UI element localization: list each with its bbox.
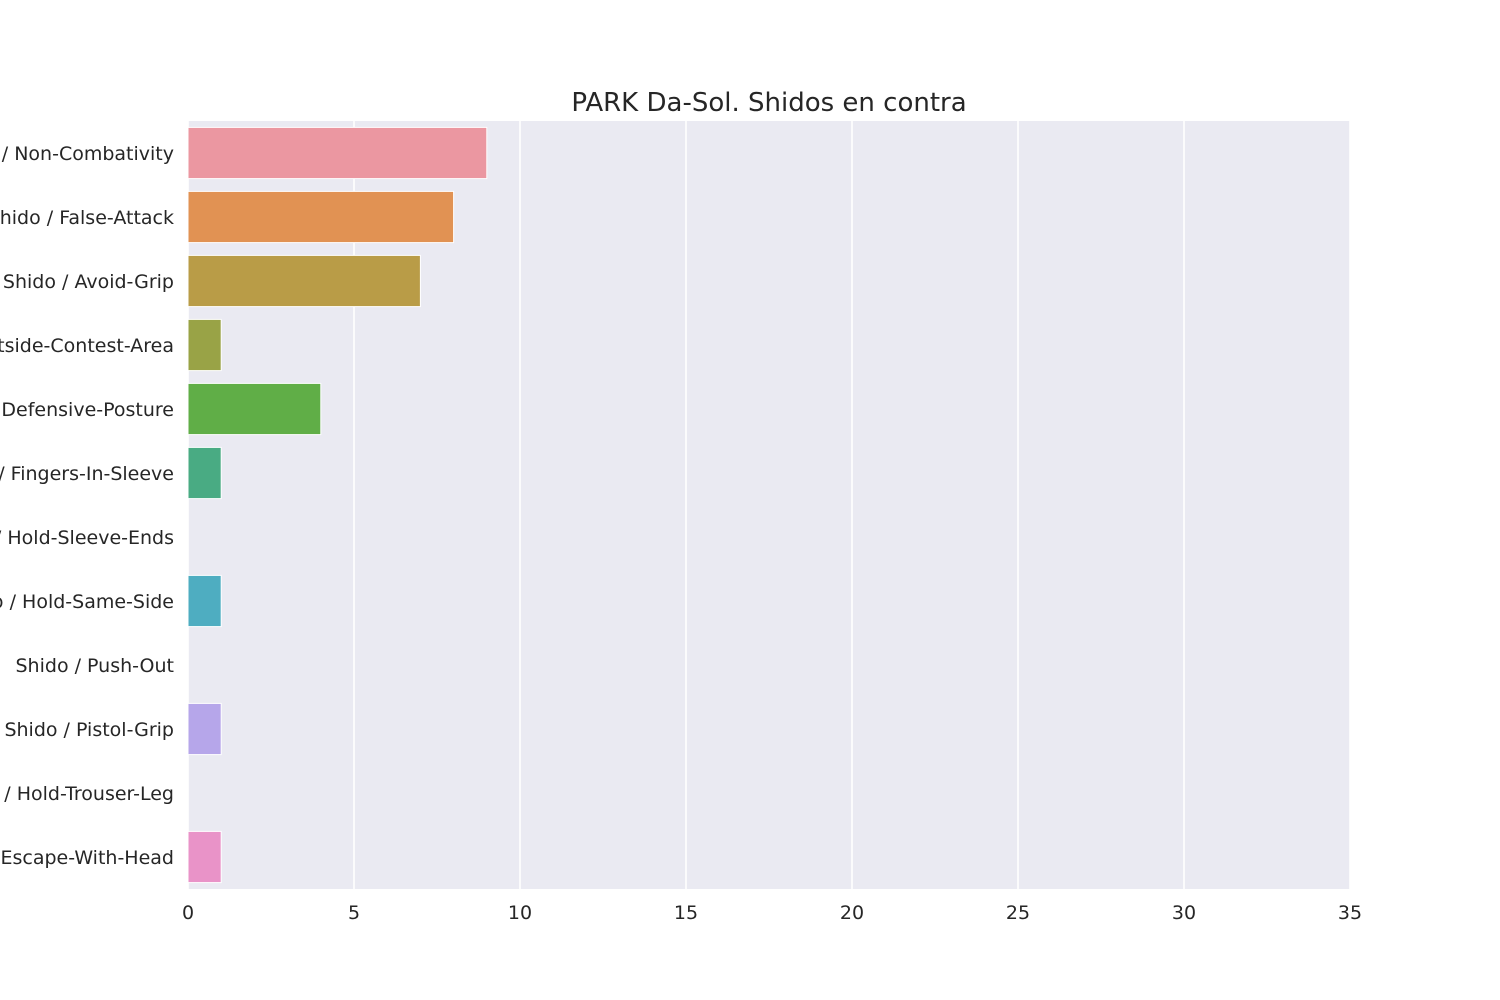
- category-label: Shido / Fingers-In-Sleeve: [0, 463, 174, 485]
- bar-11: [187, 830, 222, 884]
- bar-4: [187, 382, 322, 436]
- chart-title: PARK Da-Sol. Shidos en contra: [571, 88, 966, 118]
- category-label: Shido / Hold-Same-Side: [0, 591, 174, 613]
- x-tick-label: 25: [1006, 902, 1030, 924]
- category-label: Shido / Non-Combativity: [0, 143, 174, 165]
- bar-2: [187, 254, 421, 308]
- x-tick-label: 15: [674, 902, 698, 924]
- category-label: Shido / Defensive-Posture: [0, 399, 174, 421]
- x-tick-label: 10: [508, 902, 532, 924]
- bars: [187, 126, 488, 884]
- category-label: Shido / Pistol-Grip: [4, 719, 174, 741]
- category-labels: Shido / Non-Combativity Shido / False-Att…: [0, 143, 174, 869]
- x-tick-labels: 0 5 10 15 20 25 30 35: [182, 902, 1362, 924]
- x-tick-label: 30: [1172, 902, 1196, 924]
- plot-area: [188, 121, 1350, 889]
- category-label: Shido / Push-Out: [16, 655, 175, 677]
- grid-lines: [187, 121, 1351, 889]
- x-tick-label: 5: [348, 902, 360, 924]
- category-label: Shido / Escape-With-Head: [0, 847, 174, 869]
- category-label: Shido / Hold-Trouser-Leg: [0, 783, 174, 805]
- bar-5: [187, 446, 222, 500]
- category-label: Shido / False-Attack: [0, 207, 174, 229]
- bar-3: [187, 318, 222, 372]
- bar-1: [187, 190, 455, 244]
- bar-7: [187, 574, 222, 628]
- category-label: Shido / Hold-Sleeve-Ends: [0, 527, 174, 549]
- bar-0: [187, 126, 488, 180]
- category-label: Shido / Outside-Contest-Area: [0, 335, 174, 357]
- x-tick-label: 0: [182, 902, 194, 924]
- category-label: Shido / Avoid-Grip: [3, 271, 174, 293]
- x-tick-label: 20: [840, 902, 864, 924]
- bar-9: [187, 702, 222, 756]
- x-tick-label: 35: [1338, 902, 1362, 924]
